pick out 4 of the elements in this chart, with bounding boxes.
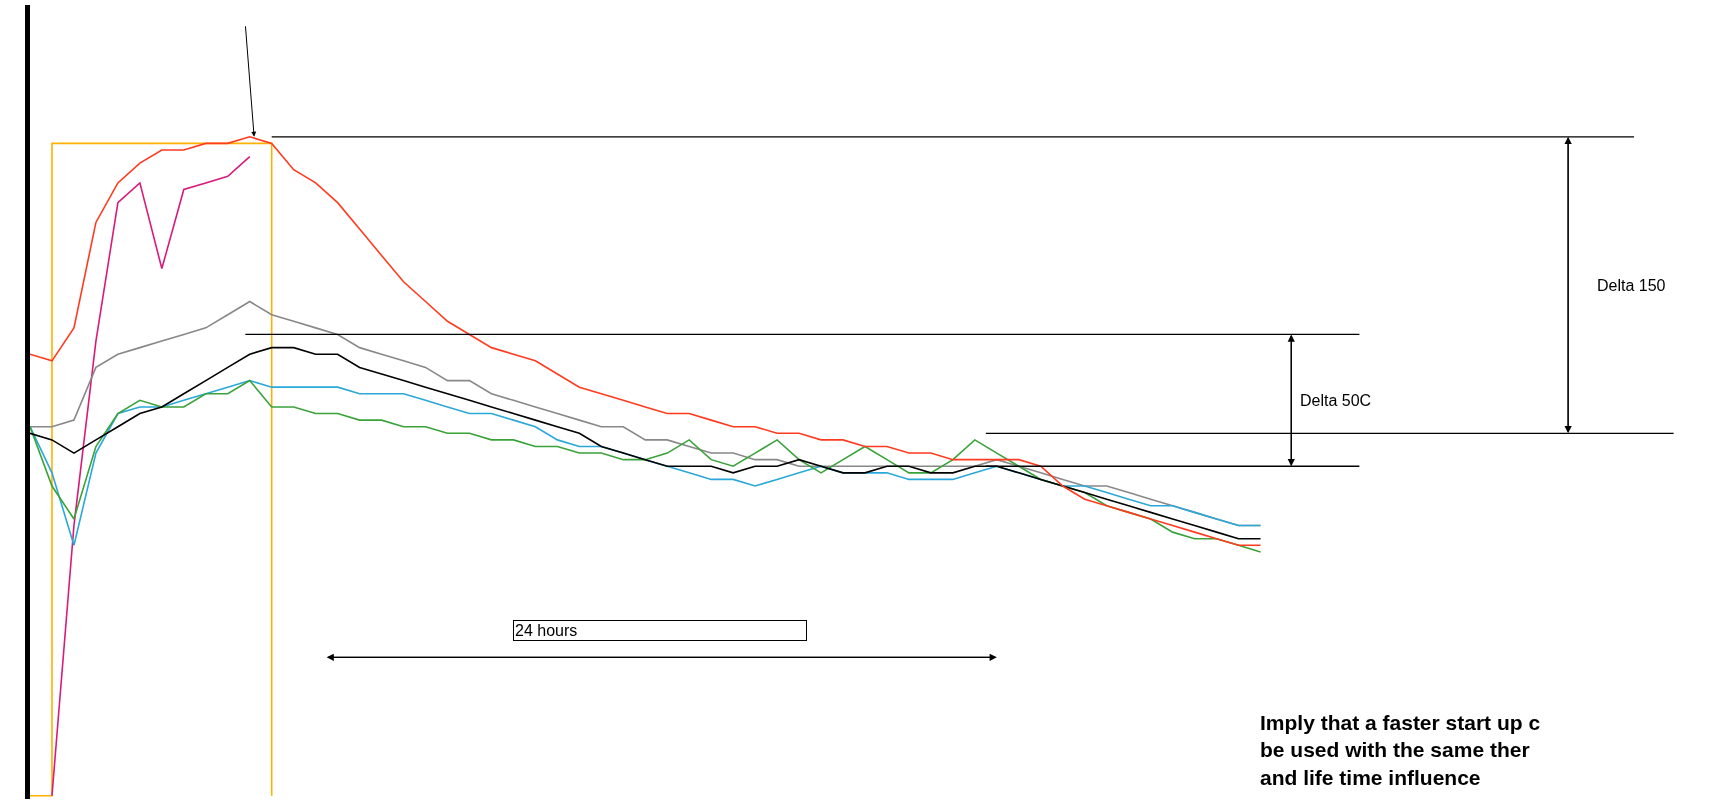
annotation: Imply that a faster start up c be used with the same ther and life time influence: [1260, 711, 1541, 789]
text: Delta 150: [1597, 277, 1666, 294]
annotation: 24 hours: [515, 622, 578, 639]
text: Delta 50C: [1300, 392, 1372, 409]
